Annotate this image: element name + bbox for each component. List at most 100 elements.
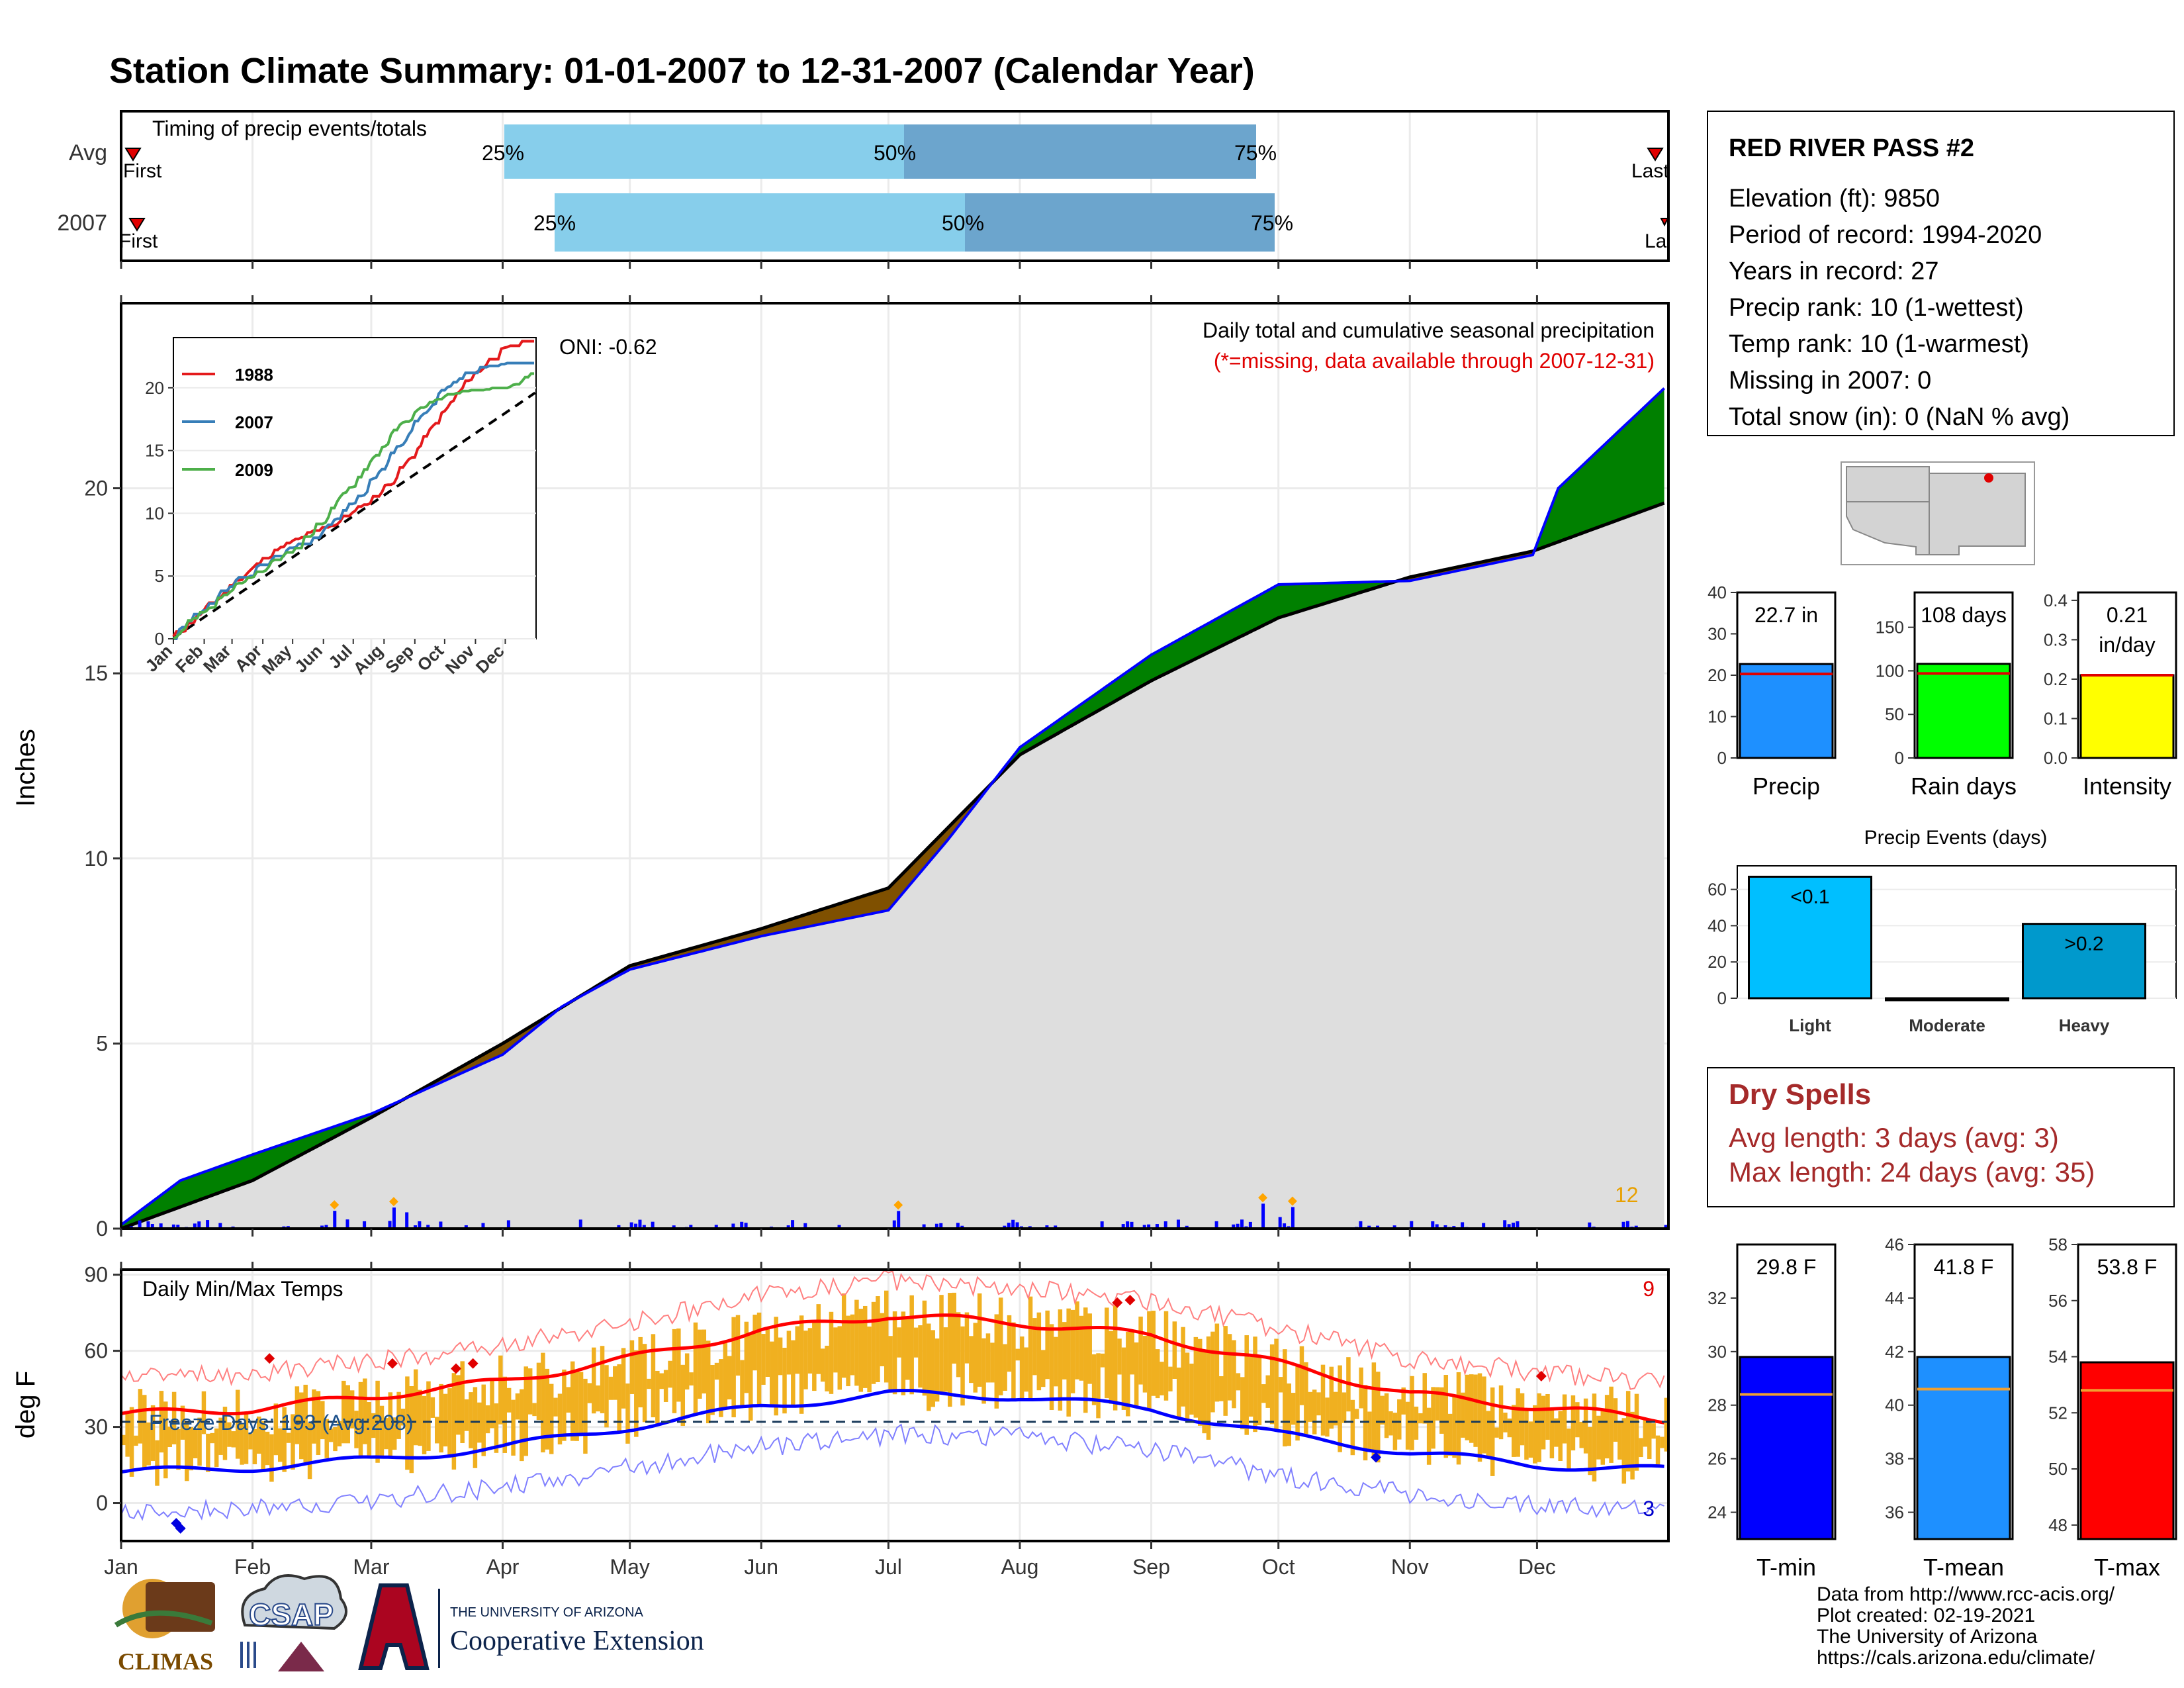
avg-cumulative-line xyxy=(120,501,1665,1231)
daily-precip-bar xyxy=(934,1223,938,1229)
precip-count-label: 12 xyxy=(1615,1183,1639,1207)
daily-temp-range-bar xyxy=(469,1392,473,1448)
daily-temp-range-bar xyxy=(1181,1327,1185,1407)
daily-temp-range-bar xyxy=(388,1392,393,1459)
daily-temp-range-bar xyxy=(901,1311,906,1395)
daily-temp-range-bar xyxy=(1134,1342,1139,1406)
timing-avg-p25: 25% xyxy=(482,141,524,165)
month-label: Mar xyxy=(353,1555,389,1579)
daily-precip-bar xyxy=(150,1224,154,1229)
daily-temp-range-bar xyxy=(502,1376,507,1453)
daily-temp-range-bar xyxy=(1049,1324,1054,1411)
daily-temp-range-bar xyxy=(1121,1347,1126,1410)
daily-temp-range-bar xyxy=(1070,1309,1075,1393)
daily-temp-range-bar xyxy=(443,1393,448,1447)
tmax-chart-value: 53.8 F xyxy=(2097,1255,2158,1279)
events-bar-Heavy xyxy=(2022,923,2146,1000)
daily-temp-range-bar xyxy=(749,1332,753,1421)
daily-precip-bar xyxy=(617,1225,621,1229)
daily-precip-bar xyxy=(1236,1223,1240,1229)
daily-temp-range-bar xyxy=(765,1327,770,1378)
daily-temp-range-bar xyxy=(1291,1393,1296,1425)
daily-temp-range-bar xyxy=(731,1317,736,1418)
daily-temp-range-bar xyxy=(286,1432,291,1443)
daily-temp-range-bar xyxy=(850,1314,855,1376)
csap-logo: CSAP xyxy=(240,1574,347,1671)
daily-precip-bar xyxy=(1240,1219,1244,1229)
events-bar-label: >0.2 xyxy=(2064,933,2103,955)
daily-temp-range-bar xyxy=(447,1388,452,1455)
daily-temp-range-bar xyxy=(1214,1323,1220,1402)
daily-temp-range-bar xyxy=(642,1344,647,1423)
daily-precip-bar xyxy=(1232,1224,1236,1229)
daily-temp-range-bar xyxy=(1274,1338,1279,1430)
daily-temp-range-bar xyxy=(291,1414,295,1470)
daily-temp-range-bar xyxy=(1269,1344,1275,1425)
daily-precip-bar xyxy=(1147,1224,1151,1229)
daily-precip-bar xyxy=(1392,1225,1396,1229)
daily-precip-bar xyxy=(714,1225,718,1229)
precip-total-chart-value: 22.7 in xyxy=(1754,603,1818,627)
daily-temp-range-bar xyxy=(1570,1395,1576,1451)
tmean-chart-tick-label: 46 xyxy=(1885,1235,1904,1254)
timing-avg-q2-bar xyxy=(904,124,1256,179)
events-bar-label: <0.1 xyxy=(1790,886,1829,908)
daily-temp-range-bar xyxy=(782,1348,787,1414)
daily-temp-range-bar xyxy=(1109,1331,1113,1404)
daily-temp-range-bar xyxy=(1003,1344,1007,1391)
inset-ytick-label: 5 xyxy=(155,566,164,586)
tmin-chart-tick-label: 32 xyxy=(1707,1288,1727,1308)
daily-temp-range-bar xyxy=(841,1293,846,1378)
heavy-precip-marker xyxy=(1287,1196,1297,1206)
daily-temp-range-bar xyxy=(363,1378,367,1444)
daily-precip-bar xyxy=(1482,1223,1486,1229)
daily-precip-bar xyxy=(689,1225,693,1229)
daily-temp-range-bar xyxy=(956,1312,961,1378)
daily-temp-range-bar xyxy=(1507,1418,1512,1438)
page-title: Station Climate Summary: 01-01-2007 to 1… xyxy=(109,51,1255,91)
daily-temp-range-bar xyxy=(176,1429,181,1470)
daily-temp-range-bar xyxy=(1197,1338,1203,1426)
csap-cloud-icon xyxy=(241,1574,347,1630)
daily-temp-range-bar xyxy=(990,1342,995,1383)
rain-days-chart-tick-label: 0 xyxy=(1895,748,1904,768)
daily-temp-range-bar xyxy=(1206,1336,1211,1440)
intensity-chart-value-line1: 0.21 xyxy=(2107,603,2148,627)
daily-temp-range-bar xyxy=(960,1326,965,1406)
record-high-marker xyxy=(387,1358,398,1369)
daily-temp-range-bar xyxy=(761,1334,766,1385)
ua-logo: THE UNIVERSITY OF ARIZONA Cooperative Ex… xyxy=(358,1583,704,1670)
daily-temp-range-bar xyxy=(1185,1352,1190,1422)
daily-precip-bar xyxy=(1045,1225,1049,1229)
daily-temp-range-bar xyxy=(163,1401,168,1479)
temp-frame xyxy=(120,1268,1670,1542)
precip-events-chart: Precip Events (days) <0.1 Light Moderate >0… xyxy=(1707,827,2177,1035)
timing-avg-first-marker xyxy=(124,148,142,162)
daily-temp-range-bar xyxy=(1244,1335,1249,1435)
station-info-line: Missing in 2007: 0 xyxy=(1729,367,1931,395)
temp-panel: 0 30 60 90 deg F Daily Min/Max Temps Freeze… xyxy=(11,1262,1670,1579)
daily-temp-range-bar xyxy=(422,1395,427,1454)
daily-temp-range-bar xyxy=(1028,1296,1033,1399)
daily-temp-range-bar xyxy=(1465,1374,1470,1440)
daily-temp-range-bar xyxy=(862,1305,868,1388)
timing-row-2007-label: 2007 xyxy=(57,211,107,236)
daily-temp-range-bar xyxy=(752,1315,757,1371)
timing-yr-q2-bar xyxy=(965,193,1275,252)
daily-temp-range-bar xyxy=(1456,1372,1461,1465)
daily-temp-range-bar xyxy=(1647,1421,1652,1459)
daily-temp-range-bar xyxy=(825,1345,829,1391)
inset-legend-label: 2007 xyxy=(235,412,273,432)
precip-ytick-label: 20 xyxy=(84,477,108,500)
daily-precip-bar xyxy=(481,1223,485,1229)
daily-temp-range-bar xyxy=(545,1368,550,1450)
daily-temp-range-bar xyxy=(1583,1398,1588,1454)
daily-temp-range-bar xyxy=(1625,1391,1631,1472)
daily-temp-range-bar xyxy=(1392,1413,1398,1450)
daily-temp-range-bar xyxy=(150,1405,156,1462)
temp-ytick-label: 30 xyxy=(84,1415,108,1439)
daily-precip-bar xyxy=(1431,1221,1435,1229)
daily-temp-range-bar xyxy=(1596,1415,1601,1460)
daily-temp-range-bar xyxy=(774,1317,778,1416)
tmin-chart: 24 26 28 30 32 29.8 F T-min xyxy=(1707,1243,1837,1581)
